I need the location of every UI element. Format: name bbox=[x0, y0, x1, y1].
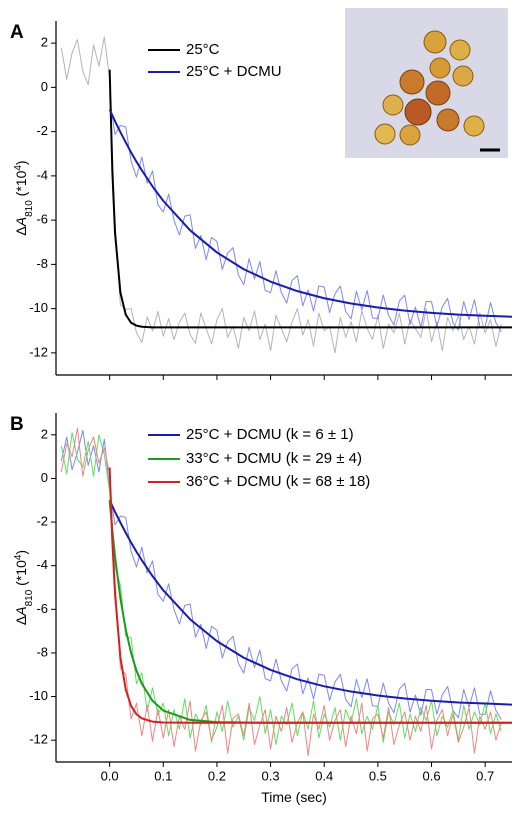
y-axis-title: ΔA810 (*104) bbox=[13, 550, 35, 625]
x-tick-label: 0.7 bbox=[476, 768, 494, 783]
raw-trace bbox=[60, 429, 502, 720]
fit-curve bbox=[108, 109, 512, 318]
y-tick-label: -6 bbox=[36, 601, 48, 616]
y-tick-label: -12 bbox=[29, 344, 48, 359]
x-tick-label: 0.5 bbox=[369, 768, 387, 783]
y-axis-title-part: 810 bbox=[24, 589, 35, 606]
y-tick-label: -8 bbox=[36, 256, 48, 271]
y-axis-title-part: 810 bbox=[24, 200, 35, 217]
y-axis-title-part: A bbox=[13, 606, 29, 616]
y-axis-title-part: Δ bbox=[13, 616, 29, 625]
legend-label: 25°C bbox=[186, 41, 220, 58]
y-axis-title: ΔA810 (*104) bbox=[13, 160, 35, 235]
y-tick-label: 2 bbox=[41, 35, 48, 50]
x-tick-label: 0.6 bbox=[422, 768, 440, 783]
fit-curve bbox=[108, 467, 512, 724]
x-tick-label: 0.1 bbox=[154, 768, 172, 783]
y-axis-title-part: A bbox=[13, 217, 29, 227]
fit-curve bbox=[108, 69, 512, 329]
y-axis-title-part: ) bbox=[13, 550, 29, 555]
y-axis-title-part: 4 bbox=[13, 165, 24, 171]
y-tick-label: -2 bbox=[36, 123, 48, 138]
y-tick-label: -12 bbox=[29, 732, 48, 747]
x-axis-title: Time (sec) bbox=[261, 789, 327, 805]
inset-photo bbox=[345, 8, 508, 158]
legend-label: 25°C + DCMU (k = 6 ± 1) bbox=[186, 426, 354, 443]
y-axis-title-part: (*10 bbox=[13, 170, 29, 200]
y-tick-label: 0 bbox=[41, 79, 48, 94]
y-tick-label: -2 bbox=[36, 514, 48, 529]
y-tick-label: 0 bbox=[41, 470, 48, 485]
y-tick-label: -10 bbox=[29, 688, 48, 703]
legend-label: 36°C + DCMU (k = 68 ± 18) bbox=[186, 473, 370, 490]
x-tick-label: 0.2 bbox=[208, 768, 226, 783]
y-axis-title-part: 4 bbox=[13, 554, 24, 560]
y-tick-label: 2 bbox=[41, 426, 48, 441]
panel-label: A bbox=[10, 22, 24, 43]
raw-trace bbox=[60, 427, 502, 756]
raw-trace bbox=[109, 98, 502, 333]
legend-label: 33°C + DCMU (k = 29 ± 4) bbox=[186, 450, 362, 467]
panel-label: B bbox=[10, 414, 24, 435]
y-tick-label: -10 bbox=[29, 300, 48, 315]
x-tick-label: 0.4 bbox=[315, 768, 333, 783]
y-axis-title-part: (*10 bbox=[13, 560, 29, 590]
y-tick-label: -6 bbox=[36, 212, 48, 227]
y-tick-label: -4 bbox=[36, 557, 48, 572]
x-tick-label: 0.3 bbox=[262, 768, 280, 783]
x-tick-label: 0.0 bbox=[101, 768, 119, 783]
legend-label: 25°C + DCMU bbox=[186, 63, 282, 80]
y-tick-label: -4 bbox=[36, 167, 48, 182]
y-axis-title-part: ) bbox=[13, 160, 29, 165]
y-tick-label: -8 bbox=[36, 644, 48, 659]
raw-trace bbox=[60, 432, 502, 746]
y-axis-title-part: Δ bbox=[13, 226, 29, 235]
fit-curve bbox=[108, 499, 512, 706]
